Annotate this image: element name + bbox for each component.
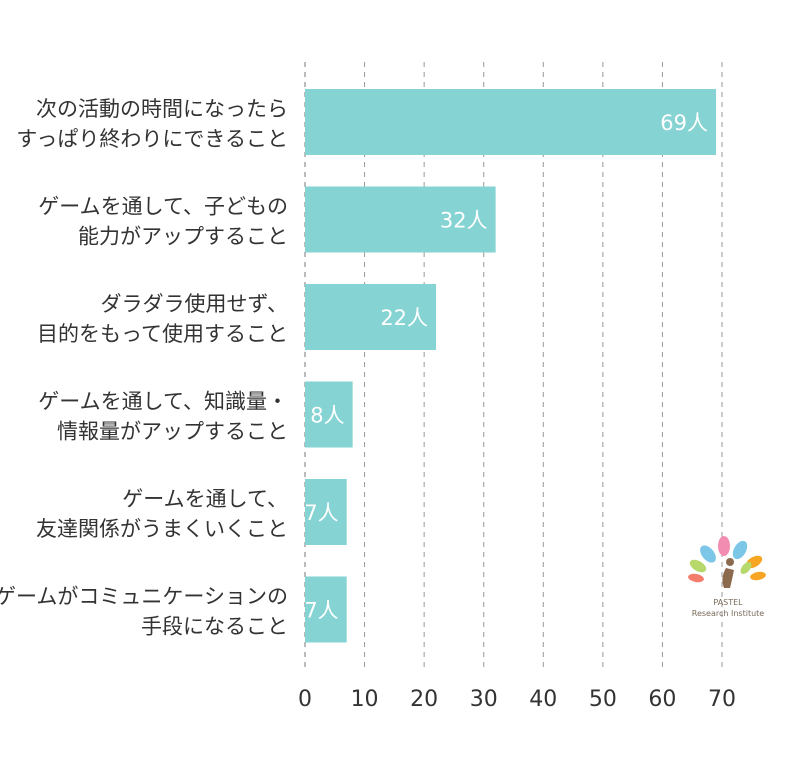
logo-leaf xyxy=(740,562,752,574)
data-label: 8人 xyxy=(310,404,344,428)
category-label-line: ゲームがコミュニケーションの xyxy=(0,585,288,609)
bar xyxy=(305,381,353,448)
category-labels: 次の活動の時間になったらすっぱり終わりにできることゲームを通して、子どもの能力が… xyxy=(0,97,288,639)
data-label: 7人 xyxy=(304,501,338,525)
bar xyxy=(305,576,347,643)
x-tick-label: 60 xyxy=(648,687,676,712)
category-label-line: ゲームを通して、子どもの xyxy=(38,195,288,219)
category-label-line: 情報量がアップすること xyxy=(57,420,288,444)
data-label: 7人 xyxy=(304,599,338,623)
data-label: 32人 xyxy=(440,209,488,233)
pastel-logo: PASTEL Research Institute xyxy=(688,536,766,618)
bar xyxy=(305,479,347,545)
logo-leaf xyxy=(688,573,704,583)
logo-head xyxy=(726,558,734,566)
x-tick-label: 70 xyxy=(708,687,736,712)
category-label: ゲームがコミュニケーションの手段になること xyxy=(0,585,288,639)
x-tick-label: 50 xyxy=(589,687,617,712)
x-tick-labels: 0 10 20 30 40 50 60 70 xyxy=(298,687,736,712)
category-label-line: ダラダラ使用せず、 xyxy=(100,292,288,316)
category-label: ダラダラ使用せず、目的をもって使用すること xyxy=(37,292,288,346)
logo-leaf xyxy=(700,545,716,563)
category-label: ゲームを通して、子どもの能力がアップすること xyxy=(38,195,288,249)
x-tick-label: 30 xyxy=(470,687,498,712)
category-label: ゲームを通して、知識量・情報量がアップすること xyxy=(38,390,288,444)
grid-lines xyxy=(304,62,723,672)
logo-leaf xyxy=(689,559,707,573)
x-tick-label: 40 xyxy=(529,687,557,712)
category-label-line: すっぱり終わりにできること xyxy=(16,127,288,151)
logo-line1: PASTEL xyxy=(713,598,743,607)
category-label-line: 能力がアップすること xyxy=(78,225,288,249)
x-tick-label: 20 xyxy=(410,687,438,712)
category-label-line: 次の活動の時間になったら xyxy=(36,97,288,121)
logo-trunk xyxy=(722,568,734,588)
bar xyxy=(305,89,717,155)
category-label: 次の活動の時間になったらすっぱり終わりにできること xyxy=(16,97,288,151)
category-label-line: ゲームを通して、知識量・ xyxy=(38,390,288,414)
bars: 69人 32人 22人 8人 7人 7人 xyxy=(304,89,717,643)
logo-leaf xyxy=(718,536,730,556)
category-label-line: 手段になること xyxy=(141,615,288,639)
category-label-line: 友達関係がうまくいくこと xyxy=(36,517,288,541)
data-label: 22人 xyxy=(380,306,428,330)
logo-leaf xyxy=(732,540,748,560)
category-label: ゲームを通して、友達関係がうまくいくこと xyxy=(36,487,288,541)
x-tick-label: 0 xyxy=(298,687,312,712)
bar xyxy=(305,186,496,253)
logo-leaf xyxy=(750,571,766,581)
category-label-line: 目的をもって使用すること xyxy=(37,322,288,346)
data-label: 69人 xyxy=(660,111,708,135)
x-tick-label: 10 xyxy=(351,687,379,712)
logo-line2: Research Institute xyxy=(692,609,765,618)
category-label-line: ゲームを通して、 xyxy=(122,487,288,511)
bar xyxy=(305,284,437,350)
